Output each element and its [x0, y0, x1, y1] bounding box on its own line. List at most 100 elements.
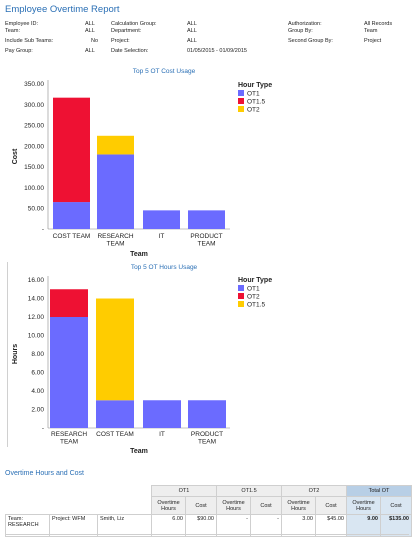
legend-title: Hour Type — [238, 277, 272, 284]
group-by-label: Group By: — [288, 28, 313, 34]
employee-cell: Smith, Liz — [97, 514, 152, 537]
bar-segment — [96, 400, 134, 428]
x-tick-line: IT — [159, 233, 165, 240]
include-sub-teams-label: Include Sub Teams: — [5, 38, 54, 44]
date-selection-label: Date Selection: — [111, 48, 149, 54]
ot1-cost-header: Cost — [185, 496, 217, 515]
calculation-group-label: Calculation Group: — [111, 21, 157, 27]
y-tick-label: 10.00 — [28, 333, 45, 340]
x-tick-line: TEAM — [106, 241, 124, 248]
x-tick-line: COST TEAM — [96, 431, 134, 438]
group-header-ot2: OT2 — [281, 485, 347, 497]
legend-swatch — [238, 106, 244, 112]
legend-swatch — [238, 293, 244, 299]
legend-label: OT1 — [247, 91, 260, 98]
bar-segment — [188, 210, 225, 229]
pay-group-value: ALL — [85, 48, 95, 54]
bar-segment — [188, 400, 226, 428]
overtime-table: OT1 OT1.5 OT2 Total OT Overtime Hours Co… — [5, 485, 412, 537]
overtime-table-title: Overtime Hours and Cost — [5, 470, 84, 477]
total-hours-cell: 9.00 — [346, 514, 381, 537]
x-tick-line: COST TEAM — [53, 233, 91, 240]
legend-swatch — [238, 301, 244, 307]
x-tick-line: TEAM — [198, 439, 216, 446]
x-tick-label: IT — [159, 431, 165, 438]
chart-title: Top 5 OT Hours Usage — [131, 264, 198, 271]
x-tick-line: TEAM — [197, 241, 215, 248]
x-tick-label: PRODUCT TEAM — [191, 431, 223, 446]
y-tick-label: 300.00 — [24, 102, 44, 109]
department-value: ALL — [187, 28, 197, 34]
group-header-total-ot: Total OT — [346, 485, 412, 497]
team-label: Team: — [5, 28, 20, 34]
legend-swatch — [238, 285, 244, 291]
report-title: Employee Overtime Report — [5, 4, 120, 15]
y-tick-label: 200.00 — [24, 143, 44, 150]
x-tick-line: RESEARCH — [97, 233, 133, 240]
y-tick-label: 8.00 — [31, 351, 44, 358]
bar-segment — [143, 210, 180, 229]
bar-segment — [50, 289, 88, 317]
table-row: Team: RESEARCH Project: WFM Smith, Liz 6… — [5, 514, 412, 537]
legend-swatch — [238, 98, 244, 104]
authorization-label: Authorization: — [288, 21, 322, 27]
y-tick-label: 6.00 — [31, 370, 44, 377]
ot2-cost-header: Cost — [315, 496, 347, 515]
ot1-hours-header: Overtime Hours — [151, 496, 186, 515]
x-tick-label: COST TEAM — [96, 431, 134, 438]
group-by-value: Team — [364, 28, 378, 34]
y-tick-label: - — [42, 425, 44, 432]
y-axis-label: Hours — [12, 344, 19, 364]
legend-title: Hour Type — [238, 82, 272, 89]
filter-summary: Employee ID: ALL Team: ALL Include Sub T… — [5, 21, 410, 61]
ot15-cost-header: Cost — [250, 496, 282, 515]
team-cell: Team: RESEARCH — [5, 514, 50, 537]
ot2-cost-cell: $45.00 — [315, 514, 347, 537]
table-bottom-rule — [5, 534, 409, 535]
x-axis-label: Team — [130, 448, 148, 455]
y-tick-label: 250.00 — [24, 123, 44, 130]
x-tick-label: IT — [159, 233, 165, 240]
ot-cost-chart: Top 5 OT Cost Usage 350.00 300.00 250.00 200… — [0, 62, 414, 262]
bar-segment — [53, 202, 90, 229]
y-tick-label: 16.00 — [28, 277, 45, 284]
y-tick-label: 150.00 — [24, 164, 44, 171]
y-tick-label: 4.00 — [31, 388, 44, 395]
legend-label: OT1.5 — [247, 302, 265, 309]
group-header-ot1: OT1 — [151, 485, 217, 497]
y-tick-label: 350.00 — [24, 81, 44, 88]
bar-segment — [50, 317, 88, 428]
legend-label: OT1 — [247, 286, 260, 293]
x-tick-line: TEAM — [60, 439, 78, 446]
total-cost-cell: $135.00 — [380, 514, 412, 537]
ot1-cost-cell: $90.00 — [185, 514, 217, 537]
team-value: ALL — [85, 28, 95, 34]
x-axis-label: Team — [130, 251, 148, 258]
bar-segment — [53, 97, 90, 203]
y-tick-label: 14.00 — [28, 296, 45, 303]
ot15-hours-header: Overtime Hours — [216, 496, 251, 515]
employee-id-value: ALL — [85, 21, 95, 27]
chart-divider — [7, 262, 8, 447]
project-label: Project: — [111, 38, 130, 44]
y-tick-label: - — [42, 226, 44, 233]
ot1-hours-cell: 6.00 — [151, 514, 186, 537]
total-cost-header: Cost — [380, 496, 412, 515]
second-group-by-value: Project — [364, 38, 382, 44]
ot-hours-chart-svg: Top 5 OT Hours Usage 16.00 14.00 12.00 10.00… — [12, 264, 272, 455]
group-header-ot15: OT1.5 — [216, 485, 282, 497]
x-tick-label: RESEARCH TEAM — [51, 431, 87, 446]
ot-cost-chart-svg: Top 5 OT Cost Usage 350.00 300.00 250.00 200… — [12, 68, 272, 258]
pay-group-label: Pay Group: — [5, 48, 33, 54]
y-tick-label: 12.00 — [28, 314, 45, 321]
total-hours-header: Overtime Hours — [346, 496, 381, 515]
bar-segment — [96, 298, 134, 401]
second-group-by-label: Second Group By: — [288, 38, 333, 44]
bar-segment — [97, 154, 134, 229]
y-tick-label: 100.00 — [24, 185, 44, 192]
legend-swatch — [238, 90, 244, 96]
authorization-value: All Records — [364, 21, 393, 27]
legend-label: OT2 — [247, 294, 260, 301]
date-selection-value: 01/05/2015 - 01/09/2015 — [187, 48, 247, 54]
bar-segment — [143, 400, 181, 428]
